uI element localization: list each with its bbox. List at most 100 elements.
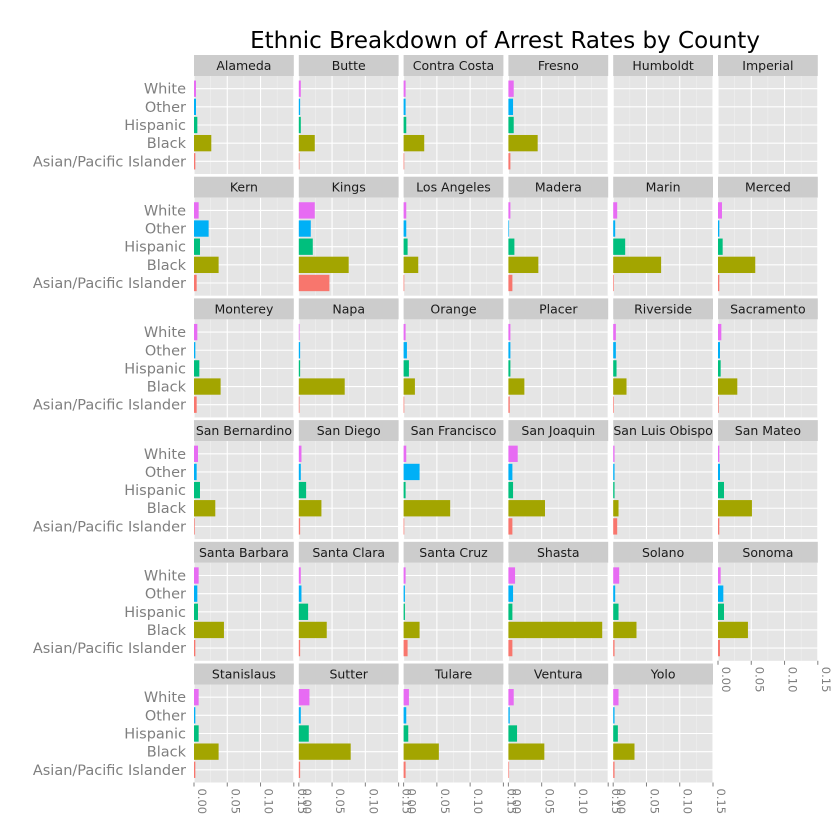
bar-los-angeles-other <box>403 220 407 237</box>
y-tick-label: Black <box>147 380 187 396</box>
bar-marin-asian-pacific-islander <box>613 274 614 292</box>
bar-san-diego-other <box>298 463 301 481</box>
facet-label: Monterey <box>214 301 274 316</box>
y-tick-label: White <box>144 447 186 463</box>
facet-strip <box>613 176 713 198</box>
bar-monterey-white <box>194 323 198 341</box>
bar-monterey-other <box>194 342 196 359</box>
bar-san-diego-hispanic <box>298 481 307 499</box>
facet-strip <box>718 541 818 563</box>
facet-alameda: Alameda Asian/Pacific Islander Black Hispan… <box>33 55 295 174</box>
bar-san-mateo-asian-pacific-islander <box>718 518 720 535</box>
facet-label: Sutter <box>329 667 368 682</box>
facet-label: Sacramento <box>730 301 806 316</box>
facet-riverside: Riverside <box>612 298 714 418</box>
facet-napa: Napa <box>298 298 400 418</box>
facet-strip <box>508 541 609 563</box>
facet-strip <box>613 55 713 76</box>
bar-san-joaquin-white <box>508 445 518 462</box>
bar-ventura-asian-pacific-islander <box>508 761 510 778</box>
bar-butte-other <box>298 98 301 116</box>
facet-label: Madera <box>535 180 582 195</box>
bar-placer-hispanic <box>508 360 511 377</box>
facet-strip <box>403 55 504 76</box>
facet-label: Shasta <box>537 545 580 560</box>
facet-strip <box>403 176 504 198</box>
facet-strip <box>194 541 294 563</box>
facet-strip <box>298 663 399 685</box>
bar-stanislaus-other <box>194 707 196 724</box>
bar-santa-clara-asian-pacific-islander <box>298 639 301 657</box>
facet-label: Merced <box>745 180 791 195</box>
bar-ventura-other <box>508 707 510 724</box>
bar-ventura-black <box>508 743 545 760</box>
facet-strip <box>508 55 609 76</box>
x-tick-label: 0.00 <box>300 789 314 815</box>
facet-strip <box>298 55 399 76</box>
bar-yolo-other <box>613 707 615 724</box>
bar-orange-white <box>403 323 406 341</box>
bar-kern-asian-pacific-islander <box>194 274 197 292</box>
bar-fresno-hispanic <box>508 116 514 134</box>
x-tick-label: 0.15 <box>609 789 623 815</box>
y-tick-label: Asian/Pacific Islander <box>33 276 186 292</box>
bar-santa-clara-white <box>298 567 301 584</box>
bar-marin-hispanic <box>613 238 626 255</box>
y-tick-label: Black <box>147 501 187 517</box>
facet-merced: Merced <box>717 176 819 296</box>
bar-fresno-asian-pacific-islander <box>508 153 511 170</box>
bar-san-bernardino-hispanic <box>194 481 200 499</box>
facet-strip <box>194 420 294 442</box>
bar-yolo-black <box>613 743 635 760</box>
bar-sutter-other <box>298 707 301 724</box>
bar-alameda-black <box>194 134 212 152</box>
bar-ventura-hispanic <box>508 725 518 742</box>
bar-madera-hispanic <box>508 238 515 255</box>
x-tick-label: 0.10 <box>786 667 800 693</box>
bar-madera-black <box>508 256 539 274</box>
bar-san-francisco-black <box>403 500 451 517</box>
bar-san-francisco-white <box>403 445 407 462</box>
bar-los-angeles-hispanic <box>403 238 408 255</box>
bar-sutter-hispanic <box>298 725 309 742</box>
y-tick-label: White <box>144 569 186 585</box>
bar-fresno-white <box>508 80 514 97</box>
bar-riverside-black <box>613 378 627 395</box>
facet-label: Solano <box>642 545 684 560</box>
facet-label: Yolo <box>650 667 676 682</box>
bar-yolo-hispanic <box>613 725 618 742</box>
bar-monterey-hispanic <box>194 360 200 377</box>
x-tick-label: 0.15 <box>295 789 309 815</box>
facet-label: Fresno <box>538 58 579 73</box>
y-tick-label: White <box>144 325 186 341</box>
x-tick-label: 0.00 <box>614 789 628 815</box>
facet-label: Kings <box>332 180 366 195</box>
bar-shasta-other <box>508 585 514 602</box>
facet-label: Kern <box>230 180 258 195</box>
bar-placer-other <box>508 342 511 359</box>
bar-san-joaquin-black <box>508 500 545 517</box>
bar-alameda-other <box>194 98 196 116</box>
facet-label: Sonoma <box>742 545 793 560</box>
bar-san-diego-white <box>298 445 302 462</box>
x-tick-label: 0.10 <box>576 789 590 815</box>
facet-marin: Marin <box>612 176 714 296</box>
facet-strip <box>298 541 399 563</box>
x-tick-label: 0.05 <box>333 789 347 815</box>
bar-san-mateo-other <box>718 463 720 481</box>
bar-riverside-asian-pacific-islander <box>613 396 614 413</box>
bar-orange-other <box>403 342 407 359</box>
bar-san-mateo-black <box>718 500 752 517</box>
facet-label: Alameda <box>216 58 271 73</box>
bar-riverside-other <box>613 342 616 359</box>
facet-label: Placer <box>539 301 578 316</box>
bar-shasta-asian-pacific-islander <box>508 639 513 657</box>
facet-strip <box>508 663 609 685</box>
x-tick-label: 0.05 <box>647 789 661 815</box>
bar-san-joaquin-other <box>508 463 513 481</box>
bar-placer-asian-pacific-islander <box>508 396 510 413</box>
facet-strip <box>613 663 713 685</box>
bar-sutter-black <box>298 743 351 760</box>
y-tick-label: Other <box>145 465 186 481</box>
